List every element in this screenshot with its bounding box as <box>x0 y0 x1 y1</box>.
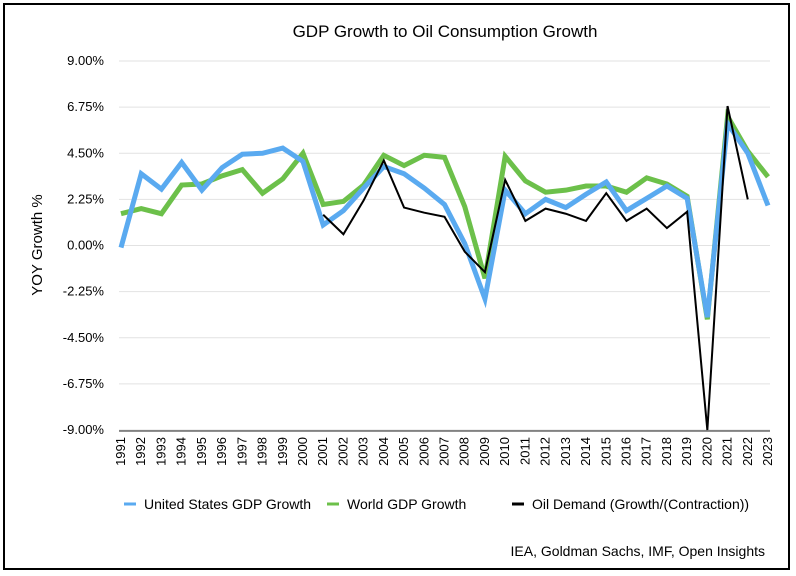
legend-label: Oil Demand (Growth/(Contraction)) <box>532 496 749 512</box>
y-axis-label: YOY Growth % <box>29 194 46 295</box>
x-tick-label: 2002 <box>335 437 350 466</box>
y-tick-label: -6.75% <box>63 376 105 391</box>
y-tick-label: 2.25% <box>67 191 104 206</box>
x-tick-label: 2014 <box>578 437 593 466</box>
x-tick-label: 2017 <box>639 437 654 466</box>
x-tick-label: 2016 <box>618 437 633 466</box>
x-tick-label: 2011 <box>517 437 532 465</box>
x-tick-label: 1997 <box>234 437 249 466</box>
x-tick-label: 2019 <box>679 437 694 466</box>
x-tick-label: 2022 <box>740 437 755 466</box>
series-line <box>322 105 749 431</box>
x-tick-label: 2005 <box>396 437 411 466</box>
series-line <box>118 116 771 318</box>
y-tick-label: 9.00% <box>67 53 104 68</box>
x-tick-label: 2020 <box>699 437 714 466</box>
x-tick-label: 2015 <box>598 437 613 466</box>
x-tick-label: 1998 <box>255 437 270 466</box>
x-tick-label: 2006 <box>416 437 431 466</box>
y-tick-label: 4.50% <box>67 145 104 160</box>
x-axis-ticks: 1991 1992 1993 1994 1995 1996 1997 1998 1999 2000… <box>113 437 775 466</box>
x-tick-label: 2013 <box>558 437 573 466</box>
y-axis-ticks: 9.00% 6.75% 4.50% 2.25% 0.00% -2.25% -4.50% -6.… <box>63 53 105 437</box>
x-tick-label: 2000 <box>295 437 310 466</box>
y-tick-label: -4.50% <box>63 330 105 345</box>
x-tick-label: 2001 <box>315 437 330 466</box>
legend-item: Oil Demand (Growth/(Contraction)) <box>512 496 749 512</box>
x-tick-label: 1996 <box>214 437 229 466</box>
grid <box>119 60 770 431</box>
legend-item: United States GDP Growth <box>124 496 311 512</box>
x-tick-label: 2008 <box>457 437 472 466</box>
x-tick-label: 2009 <box>477 437 492 466</box>
legend-label: World GDP Growth <box>347 496 466 512</box>
y-tick-label: 0.00% <box>67 238 104 253</box>
chart-title: GDP Growth to Oil Consumption Growth <box>293 22 598 41</box>
x-tick-label: 2010 <box>497 437 512 466</box>
x-tick-label: 1994 <box>174 437 189 466</box>
x-tick-label: 2021 <box>720 437 735 466</box>
legend-item: World GDP Growth <box>327 496 466 512</box>
x-tick-label: 1999 <box>275 437 290 466</box>
x-tick-label: 2004 <box>376 437 391 466</box>
x-tick-label: 2003 <box>356 437 371 466</box>
y-tick-label: -2.25% <box>63 284 105 299</box>
x-tick-label: 1993 <box>153 437 168 466</box>
series-line <box>120 108 770 320</box>
legend: United States GDP Growth World GDP Growth… <box>124 496 749 512</box>
chart-frame <box>3 3 790 570</box>
x-tick-label: 1995 <box>194 437 209 466</box>
source-note: IEA, Goldman Sachs, IMF, Open Insights <box>511 543 765 559</box>
x-tick-label: 1992 <box>133 437 148 466</box>
legend-label: United States GDP Growth <box>144 496 311 512</box>
y-tick-label: -9.00% <box>63 422 105 437</box>
x-tick-label: 2012 <box>538 437 553 466</box>
x-tick-label: 2007 <box>437 437 452 466</box>
x-tick-label: 2023 <box>760 437 775 466</box>
x-tick-label: 1991 <box>113 437 128 466</box>
x-tick-label: 2018 <box>659 437 674 466</box>
series-lines <box>118 105 771 431</box>
y-tick-label: 6.75% <box>67 99 104 114</box>
